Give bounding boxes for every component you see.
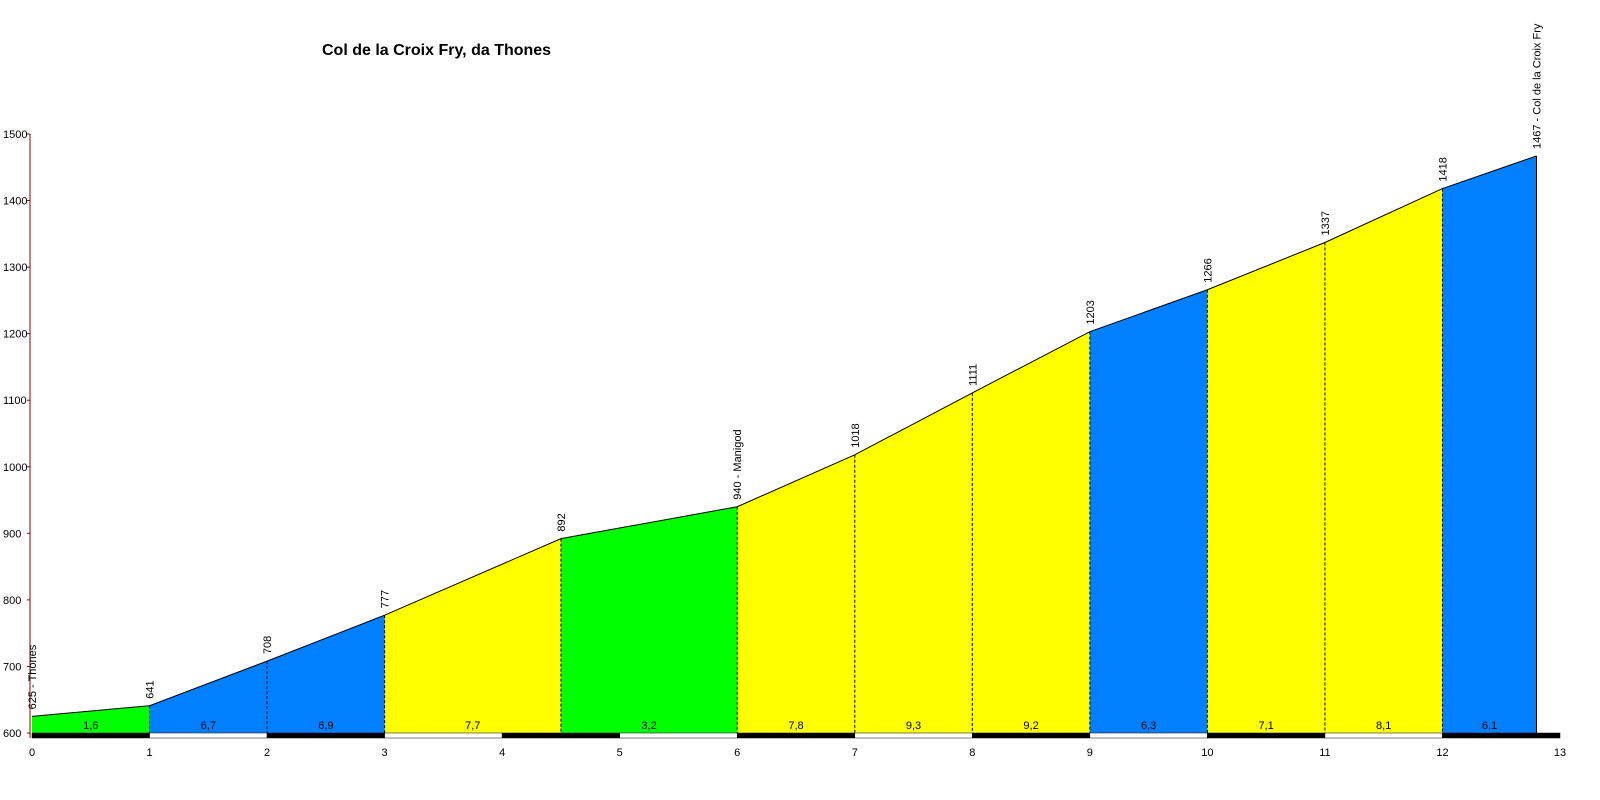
x-tick-label-10: 10: [1201, 747, 1213, 759]
point-labels: 625 - Thones 641 708 777 892 940 - Manigod 101…: [27, 23, 1543, 709]
scale-bar-km-9: [1089, 732, 1208, 739]
x-tick-label-1: 1: [146, 747, 152, 759]
segment-area-7: [972, 331, 1090, 733]
x-tick-label-11: 11: [1319, 747, 1330, 759]
point-label-6: 1018: [850, 423, 862, 447]
gradient-label-10: 8,1: [1376, 720, 1391, 732]
point-label-12: 1467 - Col de la Croix Fry: [1531, 23, 1543, 149]
profile-outline: [31, 155, 1537, 733]
gradient-label-2: 6,9: [318, 720, 333, 732]
segment-area-8: [1089, 289, 1208, 733]
point-label-3: 777: [380, 590, 392, 608]
y-tick-label-0: 600: [3, 728, 21, 740]
y-tick-label-8: 1400: [3, 196, 27, 208]
x-tick-label-2: 2: [264, 747, 270, 759]
x-tick-label-4: 4: [499, 747, 505, 759]
y-tick-label-1: 700: [3, 661, 21, 673]
gradient-label-1: 6,7: [201, 720, 216, 732]
gradient-labels: 1,6 6,7 6,9 7,7 3,2 7,8 9,3 9,2 6,3 7,1 8,1 6,1: [83, 720, 1497, 732]
segment-area-10: [1324, 188, 1443, 733]
y-axis-ticks: 600 700 800 900 1000 1100 1200 1300 1400 1500: [3, 129, 30, 740]
segment-area-3: [384, 538, 561, 733]
x-tick-label-9: 9: [1087, 747, 1093, 759]
x-tick-label-7: 7: [852, 747, 858, 759]
segment-area-2: [267, 615, 385, 733]
gradient-label-5: 7,8: [788, 720, 803, 732]
y-tick-label-6: 1200: [3, 329, 27, 341]
scale-bar-km-12: [1442, 732, 1561, 739]
x-tick-label-6: 6: [734, 747, 740, 759]
scale-bar-km-2: [266, 732, 385, 739]
y-tick-label-4: 1000: [3, 462, 27, 474]
x-tick-label-0: 0: [29, 747, 35, 759]
x-axis-ticks: 0 1 2 3 4 5 6 7 8 9 10 11 12 13: [29, 747, 1566, 759]
segment-area-4: [560, 506, 738, 733]
scale-bar-km-11: [1324, 732, 1443, 739]
point-label-0: 625 - Thones: [27, 644, 39, 709]
y-tick-label-2: 800: [3, 595, 21, 607]
segment-area-11: [1442, 155, 1537, 734]
km-divider-lines: [149, 188, 1443, 733]
scale-bar-km-0: [31, 732, 150, 739]
scale-bar-km-10: [1207, 732, 1326, 739]
point-label-2: 708: [262, 636, 274, 654]
y-tick-label-3: 900: [3, 528, 21, 540]
x-tick-label-5: 5: [617, 747, 623, 759]
segment-area-1: [149, 661, 268, 733]
point-label-1: 641: [145, 680, 157, 698]
point-label-4: 892: [556, 513, 568, 531]
scale-bar-km-7: [854, 732, 973, 739]
distance-scale-bar: [31, 732, 1561, 739]
scale-bar-km-8: [972, 732, 1091, 739]
point-label-11: 1418: [1437, 157, 1449, 181]
chart-title: Col de la Croix Fry, da Thones: [322, 42, 551, 59]
y-tick-label-9: 1500: [3, 129, 27, 141]
point-label-7: 1111: [967, 364, 979, 386]
x-tick-label-12: 12: [1436, 747, 1448, 759]
point-label-9: 1266: [1202, 258, 1214, 282]
scale-bar-km-5: [619, 732, 738, 739]
segment-area-9: [1207, 242, 1325, 734]
gradient-label-0: 1,6: [83, 720, 98, 732]
point-label-5: 940 - Manigod: [732, 429, 744, 499]
point-label-10: 1337: [1320, 211, 1332, 235]
scale-bar-km-1: [149, 732, 268, 739]
profile-line: [31, 155, 1537, 717]
gradient-label-11: 6,1: [1482, 720, 1497, 732]
scale-bar-km-4: [501, 732, 620, 739]
y-tick-label-5: 1100: [3, 395, 27, 407]
x-tick-label-3: 3: [382, 747, 388, 759]
segment-area-5: [737, 454, 855, 733]
scale-bar-km-6: [736, 732, 856, 739]
scale-bar-km-3: [384, 732, 503, 739]
y-tick-label-7: 1300: [3, 262, 27, 274]
gradient-label-7: 9,2: [1023, 720, 1038, 732]
profile-segments: [32, 155, 1537, 734]
gradient-label-3: 7,7: [465, 720, 480, 732]
x-tick-label-8: 8: [969, 747, 975, 759]
x-tick-label-13: 13: [1554, 747, 1566, 759]
gradient-label-8: 6,3: [1141, 720, 1156, 732]
segment-area-6: [854, 392, 973, 733]
segment-area-0: [32, 705, 150, 733]
gradient-label-4: 3,2: [641, 720, 656, 732]
gradient-label-9: 7,1: [1259, 720, 1274, 732]
point-label-8: 1203: [1085, 300, 1097, 324]
gradient-label-6: 9,3: [906, 720, 921, 732]
